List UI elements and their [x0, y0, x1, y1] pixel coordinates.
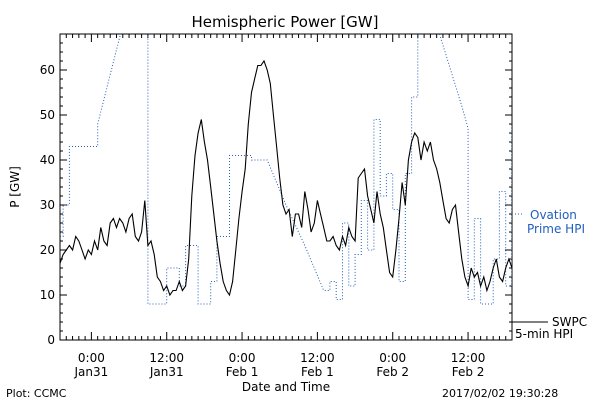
x-tick-date-label: Feb 2: [376, 365, 409, 379]
x-tick-date-label: Jan31: [73, 365, 108, 379]
y-tick-label: 60: [40, 63, 55, 77]
x-tick-date-label: Jan31: [149, 365, 184, 379]
x-tick-label: 12:00: [451, 351, 486, 365]
legend-ovation-line1: Ovation: [530, 208, 577, 222]
y-tick-label: 40: [40, 153, 55, 167]
x-axis-label: Date and Time: [242, 380, 330, 394]
series-swpc-line: [60, 59, 512, 297]
x-tick-date-label: Feb 1: [301, 365, 334, 379]
y-tick-label: 30: [40, 198, 55, 212]
x-tick-label: 0:00: [78, 351, 105, 365]
series-ovation-prime-line: [60, 34, 512, 305]
y-tick-label: 10: [40, 288, 55, 302]
y-tick-label: 0: [47, 333, 55, 347]
x-tick-label: 12:00: [300, 351, 335, 365]
y-axis-label: P [GW]: [8, 166, 22, 208]
legend: Ovation Prime HPI SWPC 5-min HPI: [512, 208, 587, 341]
chart-title: Hemispheric Power [GW]: [192, 13, 379, 31]
x-tick-label: 0:00: [379, 351, 406, 365]
plot-area-frame: [59, 33, 513, 341]
y-tick-label: 50: [40, 108, 55, 122]
legend-swpc-line2: 5-min HPI: [515, 327, 573, 341]
x-tick-date-label: Feb 1: [226, 365, 259, 379]
x-tick-label: 0:00: [229, 351, 256, 365]
footer-credit: Plot: CCMC: [6, 387, 67, 400]
y-axis: 0 10 20 30 40 50 60: [40, 33, 512, 347]
legend-swpc-line1: SWPC: [552, 315, 587, 329]
footer-timestamp: 2017/02/02 19:30:28: [442, 387, 558, 400]
x-tick-label: 12:00: [149, 351, 184, 365]
legend-ovation-line2: Prime HPI: [527, 222, 585, 236]
y-tick-label: 20: [40, 243, 55, 257]
x-tick-date-label: Feb 2: [452, 365, 485, 379]
